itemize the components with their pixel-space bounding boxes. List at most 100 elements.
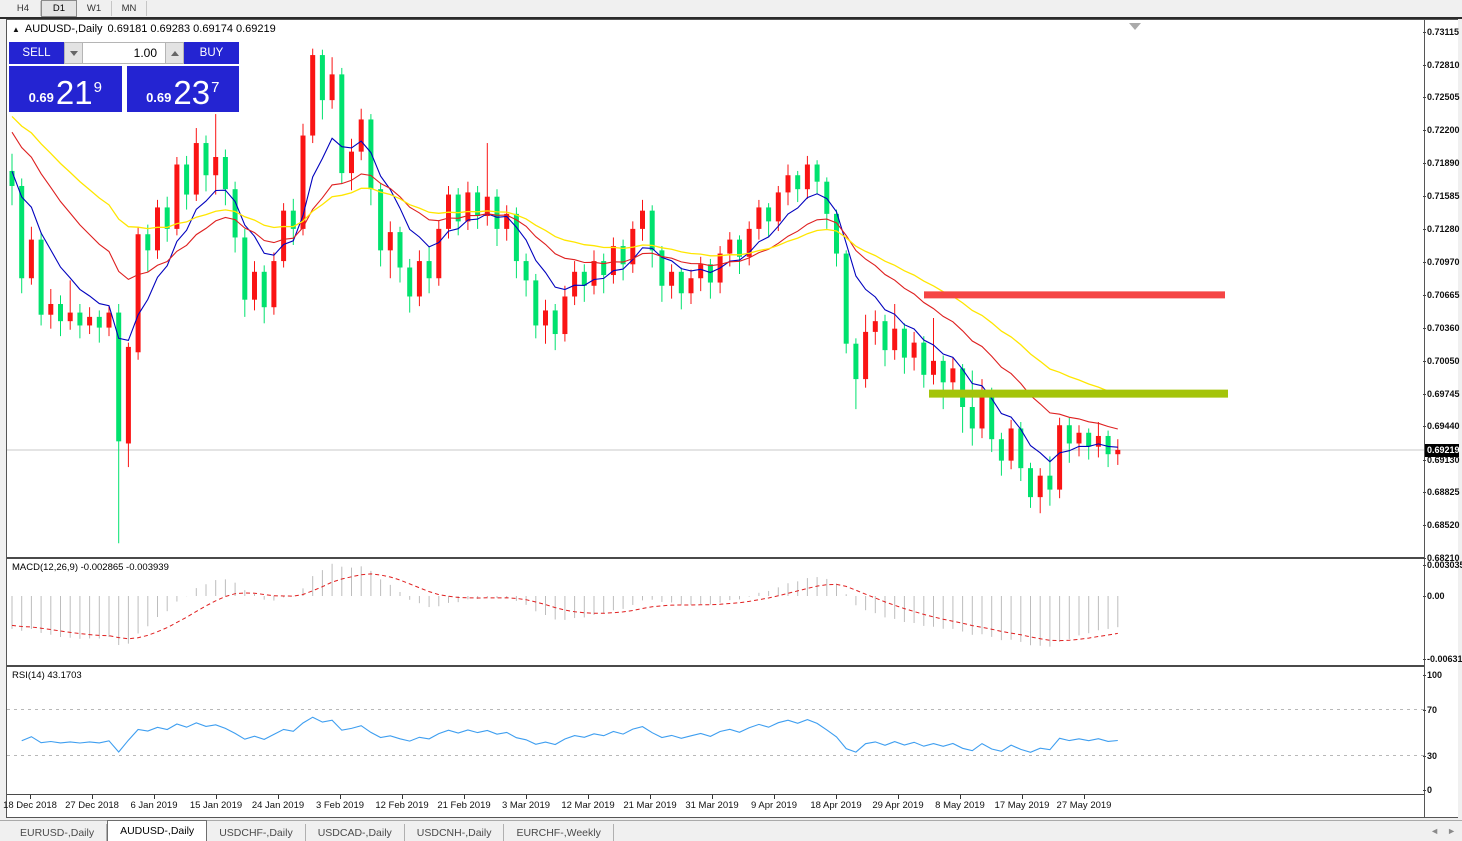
bottom-tab-usdcad-daily[interactable]: USDCAD-,Daily [306, 824, 405, 841]
price-axis-label: 0.69745 [1423, 388, 1460, 399]
candle [290, 210, 296, 229]
price-axis-label: 0.72810 [1423, 59, 1460, 70]
buy-price-button[interactable]: 0.69 23 7 [126, 66, 239, 112]
rsi-label: RSI(14) 43.1703 [12, 670, 82, 681]
pane-separator[interactable] [7, 557, 1424, 559]
timeframe-button-h4[interactable]: H4 [6, 1, 41, 16]
price-axis-label: 0.68825 [1423, 487, 1460, 498]
ema-slow-yellow [11, 115, 1119, 396]
date-tick [278, 795, 279, 799]
pane-separator[interactable] [7, 665, 1424, 667]
date-tick [30, 795, 31, 799]
bottom-tab-usdchf-daily[interactable]: USDCHF-,Daily [207, 824, 306, 841]
candle [242, 237, 248, 300]
ohlc-values: 0.69181 0.69283 0.69174 0.69219 [107, 23, 276, 35]
candle [678, 271, 684, 294]
candle [688, 278, 694, 294]
bottom-tab-eurusd-daily[interactable]: EURUSD-,Daily [8, 824, 108, 841]
candle [746, 228, 752, 257]
rsi-pane-svg[interactable] [7, 667, 1424, 794]
candle [300, 135, 306, 229]
date-tick [1084, 795, 1085, 799]
date-tick [526, 795, 527, 799]
bottom-tab-eurchf-weekly[interactable]: EURCHF-,Weekly [504, 824, 614, 841]
timeframe-button-w1[interactable]: W1 [77, 1, 112, 16]
candle [38, 239, 44, 315]
price-axis-label: 0.72505 [1423, 92, 1460, 103]
rsi-line [21, 716, 1118, 753]
main-chart-svg[interactable] [7, 20, 1424, 557]
scroll-right-icon[interactable]: ► [1447, 826, 1456, 836]
date-tick [92, 795, 93, 799]
timeframe-button-d1[interactable]: D1 [41, 0, 77, 17]
chart-area: ▲ AUDUSD-,Daily 0.69181 0.69283 0.69174 … [3, 19, 1462, 818]
buy-button[interactable]: BUY [184, 42, 239, 64]
candle [960, 368, 966, 407]
buy-price-prefix: 0.69 [146, 90, 172, 105]
candle [310, 55, 316, 136]
candle [698, 264, 704, 279]
timeframe-button-mn[interactable]: MN [112, 1, 147, 16]
date-tick [898, 795, 899, 799]
candle [96, 316, 102, 328]
candle [940, 360, 946, 383]
sell-button[interactable]: SELL [9, 42, 64, 64]
candle [921, 342, 927, 375]
macd-axis-label: 0.00 [1423, 591, 1445, 601]
candle [1057, 425, 1063, 490]
price-axis-label: 0.71280 [1423, 223, 1460, 234]
symbol-label: AUDUSD-,Daily [24, 23, 103, 35]
volume-input[interactable]: 1.00 [83, 42, 165, 64]
pane-separator [7, 794, 1424, 795]
candle [504, 213, 510, 229]
candle [814, 164, 820, 182]
timeframe-toolbar: H4 D1 W1 MN [0, 0, 1462, 19]
candle [892, 328, 898, 351]
price-axis-label: 0.70970 [1423, 257, 1460, 268]
candle [523, 261, 529, 281]
date-tick [216, 795, 217, 799]
candle [756, 207, 762, 229]
candle [426, 261, 432, 279]
candle [387, 232, 393, 251]
candle [213, 157, 219, 176]
candle [669, 271, 675, 286]
candle [707, 264, 713, 283]
candle [155, 207, 160, 251]
candle [727, 239, 733, 254]
candle [601, 261, 607, 276]
candle [465, 192, 471, 222]
candle [1008, 428, 1014, 461]
price-axis-label: 0.69440 [1423, 421, 1460, 432]
candle [358, 119, 364, 152]
price-axis-label: 0.68520 [1423, 520, 1460, 531]
scroll-to-end-icon[interactable] [1129, 23, 1141, 30]
volume-decrease-button[interactable] [64, 42, 83, 64]
date-label: 6 Jan 2019 [130, 800, 178, 811]
chart-tab-bar: EURUSD-,Daily AUDUSD-,Daily USDCHF-,Daily U… [0, 820, 1462, 841]
chart-region[interactable]: ▲ AUDUSD-,Daily 0.69181 0.69283 0.69174 … [3, 20, 1424, 817]
date-tick [402, 795, 403, 799]
candle [659, 250, 665, 286]
candle [766, 207, 772, 222]
bottom-tab-audusd-daily[interactable]: AUDUSD-,Daily [107, 820, 208, 841]
candle [193, 143, 199, 195]
scroll-left-icon[interactable]: ◄ [1430, 826, 1440, 836]
candle [969, 407, 975, 429]
candle [436, 228, 442, 279]
buy-price-sup: 7 [211, 79, 220, 96]
date-label: 21 Mar 2019 [623, 800, 677, 811]
price-axis-label: 0.70665 [1423, 289, 1460, 300]
candle [106, 312, 112, 328]
candle [252, 271, 257, 300]
bottom-tab-usdcnh-daily[interactable]: USDCNH-,Daily [405, 824, 505, 841]
collapse-panel-icon[interactable]: ▲ [12, 24, 20, 34]
sell-price-button[interactable]: 0.69 21 9 [9, 66, 122, 112]
volume-increase-button[interactable] [165, 42, 184, 64]
candle [135, 234, 141, 353]
macd-axis-label: 0.003035 [1423, 560, 1462, 570]
macd-pane-svg[interactable] [7, 559, 1424, 665]
candle [795, 175, 801, 190]
candle [775, 192, 781, 222]
